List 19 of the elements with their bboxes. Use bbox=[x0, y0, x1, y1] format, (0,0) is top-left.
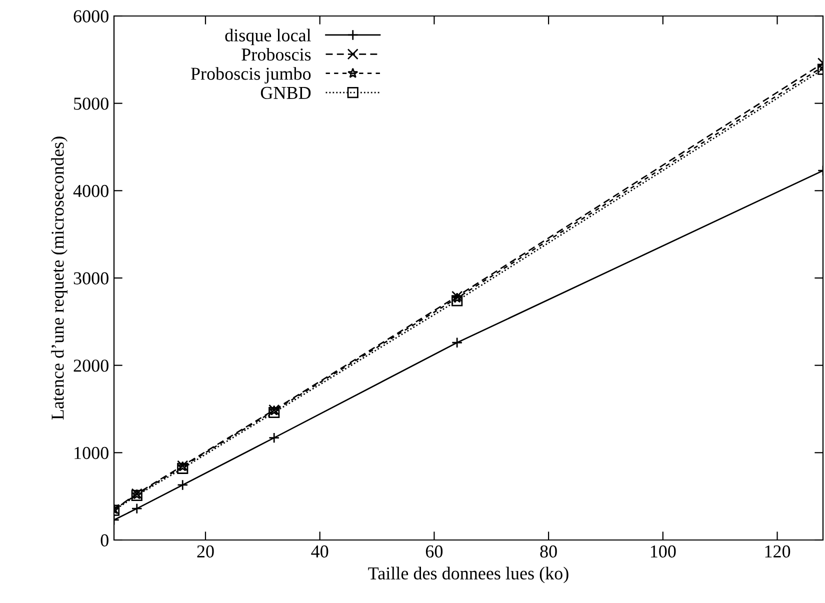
x-axis-title: Taille des donnees lues (ko) bbox=[368, 566, 568, 584]
y-tick-label: 5000 bbox=[74, 98, 108, 110]
y-tick-label: 1000 bbox=[74, 446, 108, 460]
y-tick-label: 0 bbox=[100, 534, 108, 546]
legend-label: disque local bbox=[225, 28, 311, 46]
x-tick-label: 20 bbox=[197, 545, 214, 558]
legend-label: Proboscis bbox=[242, 48, 311, 61]
y-axis-title: Latence d’une requete (microsecondes) bbox=[51, 136, 68, 420]
y-tick-label: 3000 bbox=[74, 272, 108, 284]
x-tick-label: 40 bbox=[311, 545, 328, 558]
x-tick-label: 80 bbox=[540, 545, 557, 558]
x-tick-label: 60 bbox=[426, 545, 443, 558]
x-tick-label: 100 bbox=[650, 545, 676, 558]
y-tick-label: 4000 bbox=[73, 184, 108, 198]
y-tick-label: 6000 bbox=[74, 10, 108, 22]
y-tick-label: 2000 bbox=[74, 360, 108, 372]
legend-label: GNBD bbox=[260, 86, 311, 100]
x-tick-label: 120 bbox=[765, 545, 790, 558]
legend-label: Proboscis jumbo bbox=[190, 67, 311, 84]
